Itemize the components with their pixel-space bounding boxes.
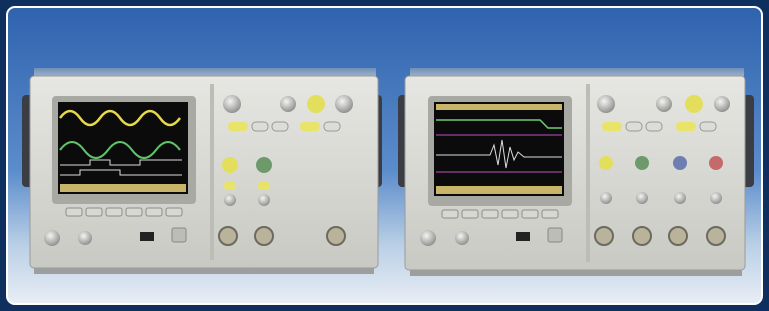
status-bar — [436, 186, 562, 194]
bnc — [595, 227, 613, 245]
channel-knob — [709, 156, 723, 170]
oscilloscope-right — [398, 68, 754, 276]
bnc — [707, 227, 725, 245]
button — [324, 122, 340, 131]
knob — [714, 96, 730, 112]
usb-port — [516, 232, 530, 241]
knob — [636, 192, 648, 204]
power-button — [420, 230, 436, 246]
knob — [674, 192, 686, 204]
base — [34, 268, 374, 274]
knob — [455, 231, 469, 245]
knob — [710, 192, 722, 204]
knob — [280, 96, 296, 112]
probe-comp — [548, 228, 562, 242]
softkey — [86, 208, 102, 216]
softkey — [166, 208, 182, 216]
button — [228, 122, 248, 131]
knob — [224, 194, 236, 206]
knob — [656, 96, 672, 112]
photo — [0, 0, 769, 311]
power-button — [44, 230, 60, 246]
softkey — [522, 210, 538, 218]
usb-port — [140, 232, 154, 241]
knob — [78, 231, 92, 245]
channel-knob — [256, 157, 272, 173]
run-stop-button — [307, 95, 325, 113]
panel-divider — [586, 84, 590, 262]
button — [700, 122, 716, 131]
status-bar — [60, 184, 186, 192]
softkey — [502, 210, 518, 218]
knob — [597, 95, 615, 113]
page: (() => { const data = JSON.parse(documen… — [0, 0, 769, 311]
channel-knob — [635, 156, 649, 170]
button — [646, 122, 662, 131]
knob — [258, 194, 270, 206]
bnc — [633, 227, 651, 245]
channel-knob — [673, 156, 687, 170]
status-bar — [436, 104, 562, 110]
base — [410, 270, 742, 276]
button — [272, 122, 288, 131]
button — [300, 122, 320, 131]
knob — [600, 192, 612, 204]
oscilloscope-left — [22, 68, 382, 274]
button — [258, 182, 270, 190]
softkey — [542, 210, 558, 218]
screen — [434, 102, 564, 196]
bnc — [327, 227, 345, 245]
button — [602, 122, 622, 131]
knob — [223, 95, 241, 113]
bnc — [669, 227, 687, 245]
button — [252, 122, 268, 131]
channel-knob — [222, 157, 238, 173]
softkey — [126, 208, 142, 216]
channel-knob — [599, 156, 613, 170]
softkey — [66, 208, 82, 216]
softkey — [146, 208, 162, 216]
button — [626, 122, 642, 131]
softkey — [482, 210, 498, 218]
run-stop-button — [685, 95, 703, 113]
button — [676, 122, 696, 131]
softkey — [462, 210, 478, 218]
panel-divider — [210, 84, 214, 260]
probe-comp — [172, 228, 186, 242]
bnc — [255, 227, 273, 245]
knob — [335, 95, 353, 113]
softkey — [106, 208, 122, 216]
bnc — [219, 227, 237, 245]
button — [224, 182, 236, 190]
softkey — [442, 210, 458, 218]
